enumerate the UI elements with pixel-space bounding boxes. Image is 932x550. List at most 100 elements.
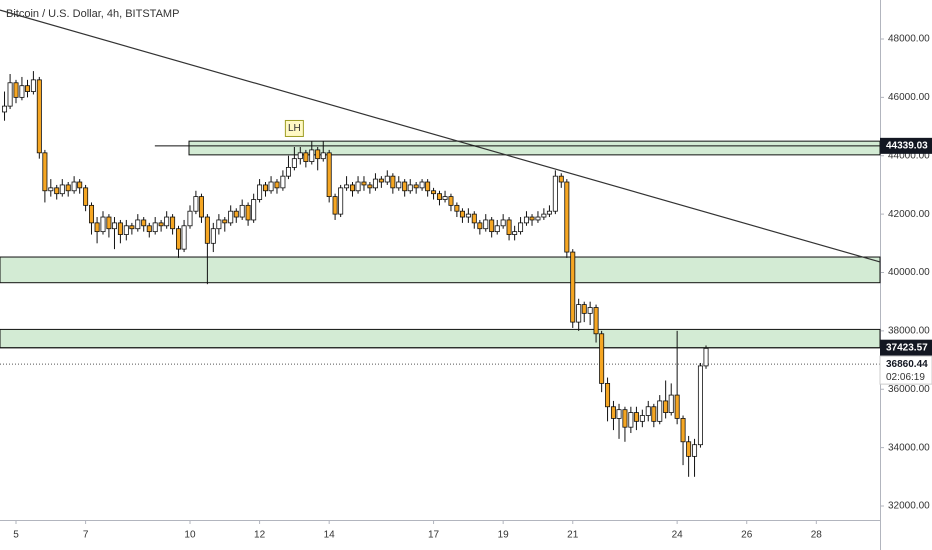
annotation-label: LH: [288, 123, 301, 134]
candle-body: [54, 187, 60, 195]
candle-body: [605, 383, 611, 408]
candle-body: [129, 225, 135, 230]
candle-body: [378, 178, 384, 183]
candle-body: [187, 210, 193, 227]
candle-body: [523, 216, 529, 224]
x-tick-label: 21: [567, 530, 579, 541]
price-tag: [880, 137, 932, 154]
candle-body: [622, 409, 628, 428]
candle-body: [361, 181, 367, 186]
x-tick-label: 17: [428, 530, 440, 541]
candle-body: [146, 225, 152, 233]
candle-body: [651, 406, 657, 422]
candle-body: [65, 184, 71, 192]
candle-body: [89, 204, 95, 224]
candle-body: [280, 175, 286, 189]
candle-body: [320, 152, 326, 160]
candle-body: [599, 333, 605, 384]
candle-body: [419, 181, 425, 189]
candle-body: [245, 204, 251, 221]
candle-body: [135, 219, 141, 230]
y-tick-label: 34000.00: [888, 442, 930, 453]
candle-body: [315, 149, 321, 160]
candle-body: [546, 210, 552, 215]
candle-body: [518, 222, 524, 233]
candle-body: [471, 213, 477, 224]
x-tick-label: 12: [254, 530, 266, 541]
candle-body: [42, 152, 48, 192]
candle-body: [367, 184, 373, 189]
candle-body: [204, 216, 210, 244]
candle-body: [83, 187, 89, 206]
candle-body: [692, 444, 698, 457]
x-tick-label: 28: [811, 530, 823, 541]
y-tick-label: 36000.00: [888, 384, 930, 395]
candle-body: [309, 149, 315, 162]
candle-body: [633, 412, 639, 422]
candle-body: [297, 152, 303, 160]
candle-body: [558, 175, 564, 183]
candle-body: [686, 441, 692, 457]
candle-body: [459, 210, 465, 218]
candle-body: [274, 181, 280, 189]
candle-body: [535, 216, 541, 221]
candle-body: [193, 196, 199, 212]
candle-body: [141, 219, 147, 227]
countdown: 02:06:19: [886, 372, 925, 383]
candle-body: [36, 79, 42, 154]
candle-body: [372, 178, 378, 189]
candle-body: [77, 181, 83, 189]
candle-body: [111, 222, 117, 230]
candle-body: [210, 228, 216, 244]
candle-body: [338, 187, 344, 215]
candle-body: [170, 216, 176, 230]
candle-body: [152, 222, 158, 233]
candle-body: [587, 307, 593, 314]
candle-body: [344, 184, 350, 189]
candle-body: [570, 251, 576, 323]
candle-body: [645, 406, 651, 416]
candle-body: [564, 181, 570, 253]
zone: [0, 328, 881, 349]
candle-body: [251, 199, 257, 221]
candle-body: [7, 82, 13, 107]
candle-body: [13, 82, 19, 98]
candle-body: [48, 187, 54, 192]
y-tick-label: 38000.00: [888, 326, 930, 337]
candle-body: [494, 225, 500, 233]
candle-body: [500, 219, 506, 227]
y-tick-label: 48000.00: [888, 34, 930, 45]
candle-body: [413, 184, 419, 189]
candle-body: [628, 412, 634, 428]
y-tick-label: 32000.00: [888, 501, 930, 512]
y-tick-label: 44000.00: [888, 150, 930, 161]
candle-body: [106, 216, 112, 230]
candle-body: [291, 158, 297, 168]
candle-body: [384, 175, 390, 183]
candle-body: [117, 222, 123, 235]
candle-body: [448, 196, 454, 206]
candle-body: [425, 181, 431, 192]
candle-body: [610, 406, 616, 419]
candle-body: [216, 219, 222, 230]
x-tick-label: 19: [498, 530, 510, 541]
chart-title: Bitcoin / U.S. Dollar, 4h, BITSTAMP: [6, 8, 179, 20]
candle-body: [222, 219, 228, 224]
y-tick-label: 46000.00: [888, 92, 930, 103]
candle-body: [262, 184, 268, 192]
candle-body: [239, 204, 245, 218]
trendline: [0, 9, 881, 263]
candle-body: [2, 105, 8, 113]
price-tag-label: 44339.03: [886, 140, 928, 151]
candle-body: [454, 204, 460, 212]
candle-body: [431, 190, 437, 195]
candle-body: [465, 213, 471, 218]
candle-body: [506, 219, 512, 235]
candle-body: [158, 222, 164, 227]
candle-body: [228, 210, 234, 224]
last-price-label: 36860.44: [886, 359, 928, 370]
candle-body: [181, 225, 187, 250]
x-tick-label: 24: [672, 530, 684, 541]
candle-body: [483, 219, 489, 230]
